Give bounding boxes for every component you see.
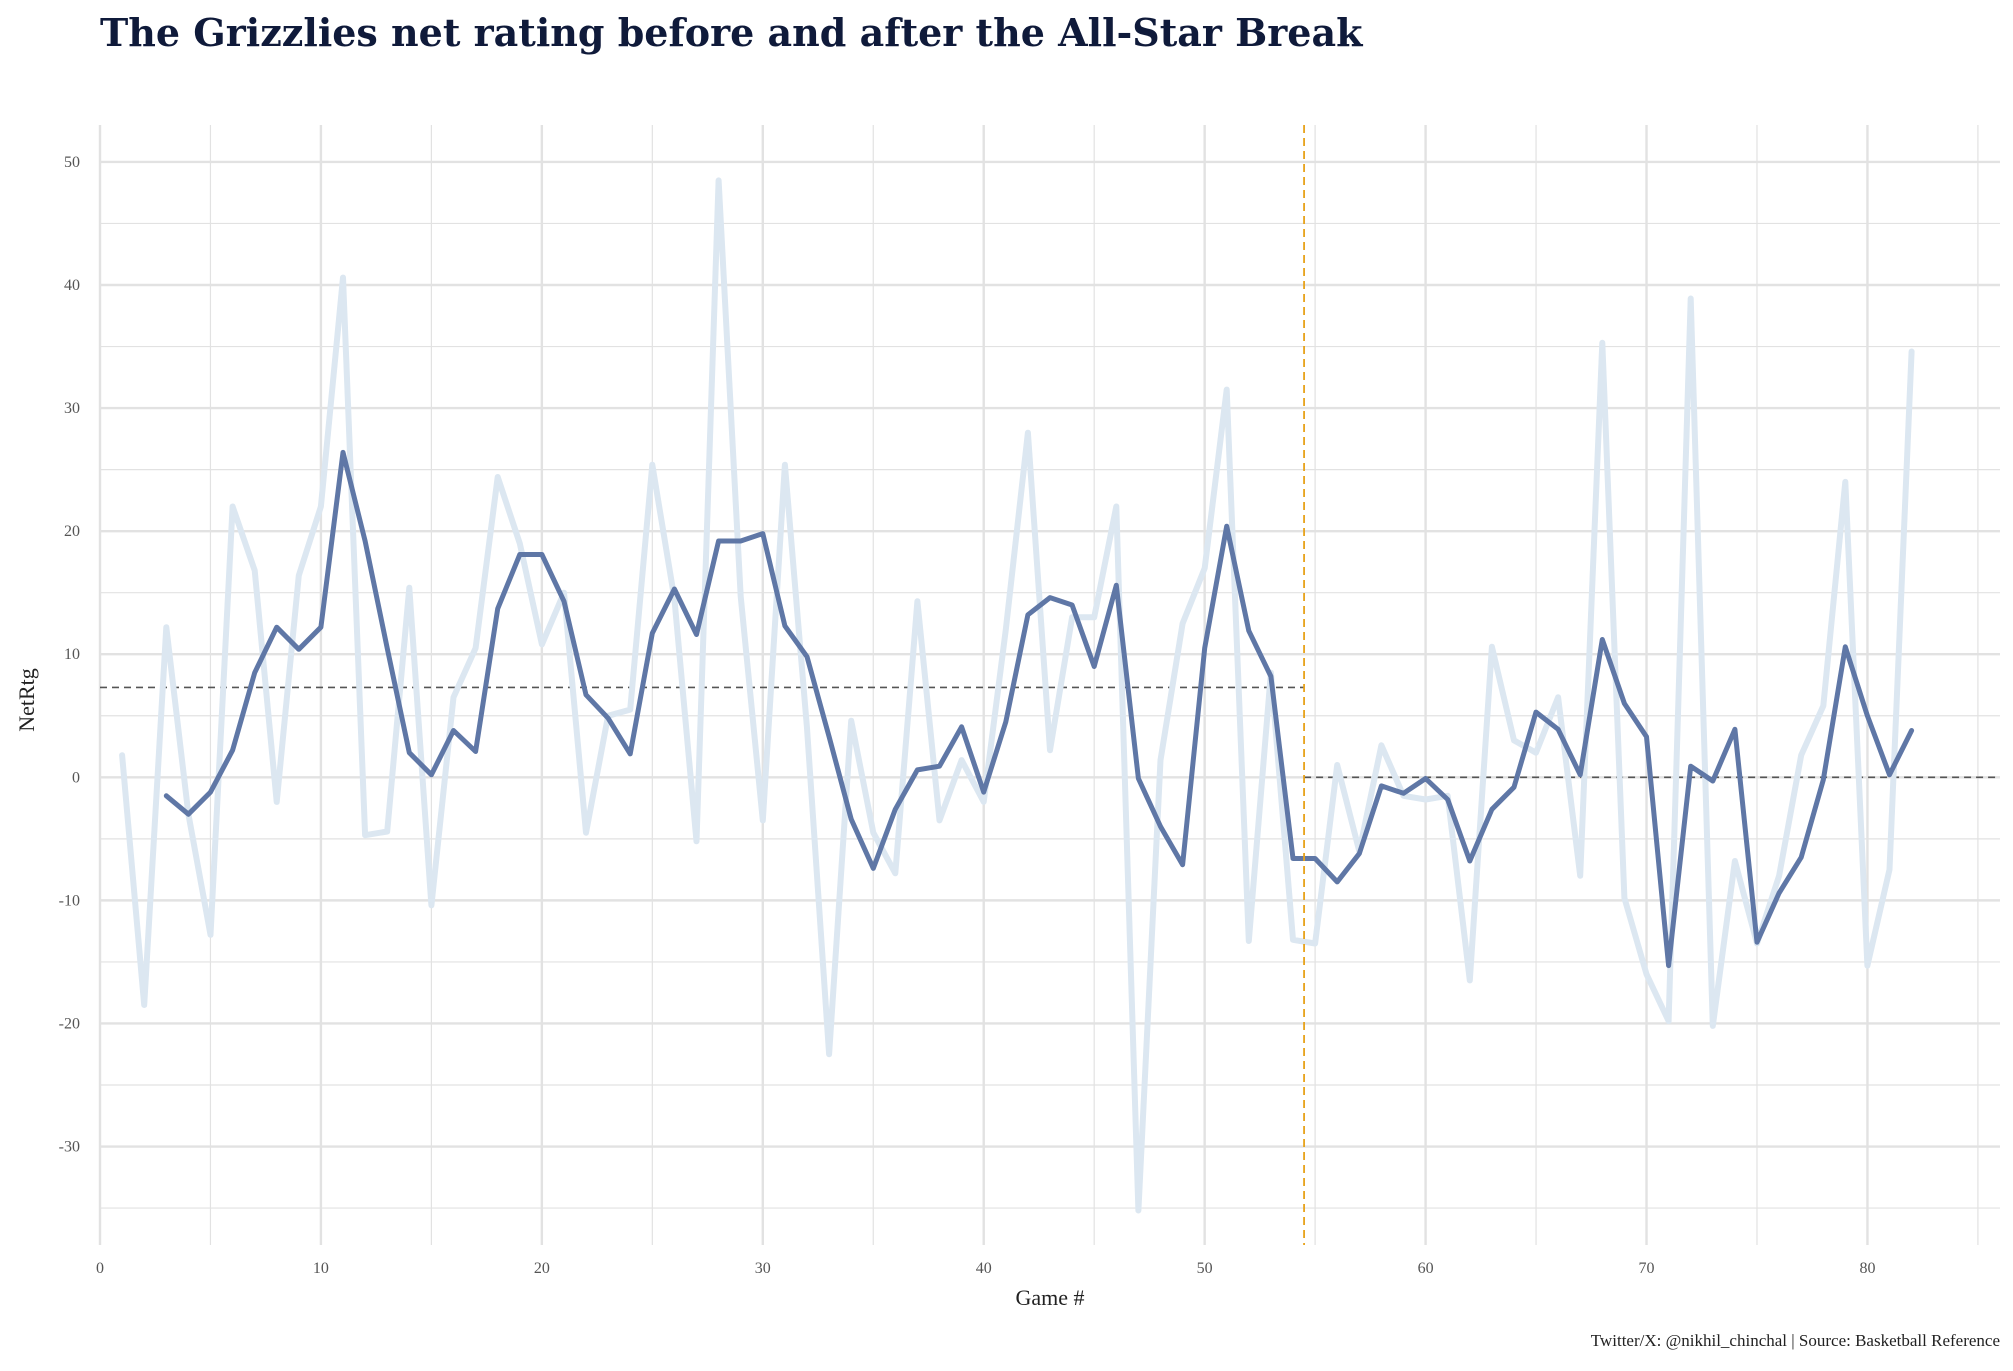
y-tick-label: -10	[59, 892, 80, 909]
series-line-game-netrtg	[119, 177, 1915, 1214]
y-tick-labels: -30 -20 -10 0 10 20 30 40 50	[59, 154, 80, 1156]
series-group	[119, 177, 1915, 1214]
chart-title: The Grizzlies net rating before and afte…	[100, 10, 1363, 55]
y-tick-label: 40	[64, 277, 80, 294]
y-tick-label: 50	[64, 154, 80, 171]
y-axis-label: NetRtg	[14, 668, 39, 732]
x-tick-label: 0	[96, 1260, 104, 1277]
x-tick-labels: 0 10 20 30 40 50 60 70 80	[96, 1260, 1875, 1277]
y-tick-label: 0	[72, 769, 80, 786]
x-tick-label: 80	[1859, 1260, 1875, 1277]
x-tick-label: 50	[1197, 1260, 1213, 1277]
y-tick-label: 30	[64, 400, 80, 417]
y-tick-label: -30	[59, 1139, 80, 1156]
x-axis-label: Game #	[1015, 1285, 1084, 1310]
x-tick-label: 40	[976, 1260, 992, 1277]
x-tick-label: 30	[755, 1260, 771, 1277]
x-tick-label: 10	[313, 1260, 329, 1277]
series-line-rolling-netrtg	[163, 449, 1915, 969]
y-tick-label: 10	[64, 646, 80, 663]
chart-caption: Twitter/X: @nikhil_chinchal | Source: Ba…	[1591, 1331, 2000, 1350]
x-tick-label: 60	[1418, 1260, 1434, 1277]
x-tick-label: 20	[534, 1260, 550, 1277]
y-tick-label: -20	[59, 1015, 80, 1032]
y-tick-label: 20	[64, 523, 80, 540]
x-tick-label: 70	[1639, 1260, 1655, 1277]
grid	[98, 125, 2000, 1245]
